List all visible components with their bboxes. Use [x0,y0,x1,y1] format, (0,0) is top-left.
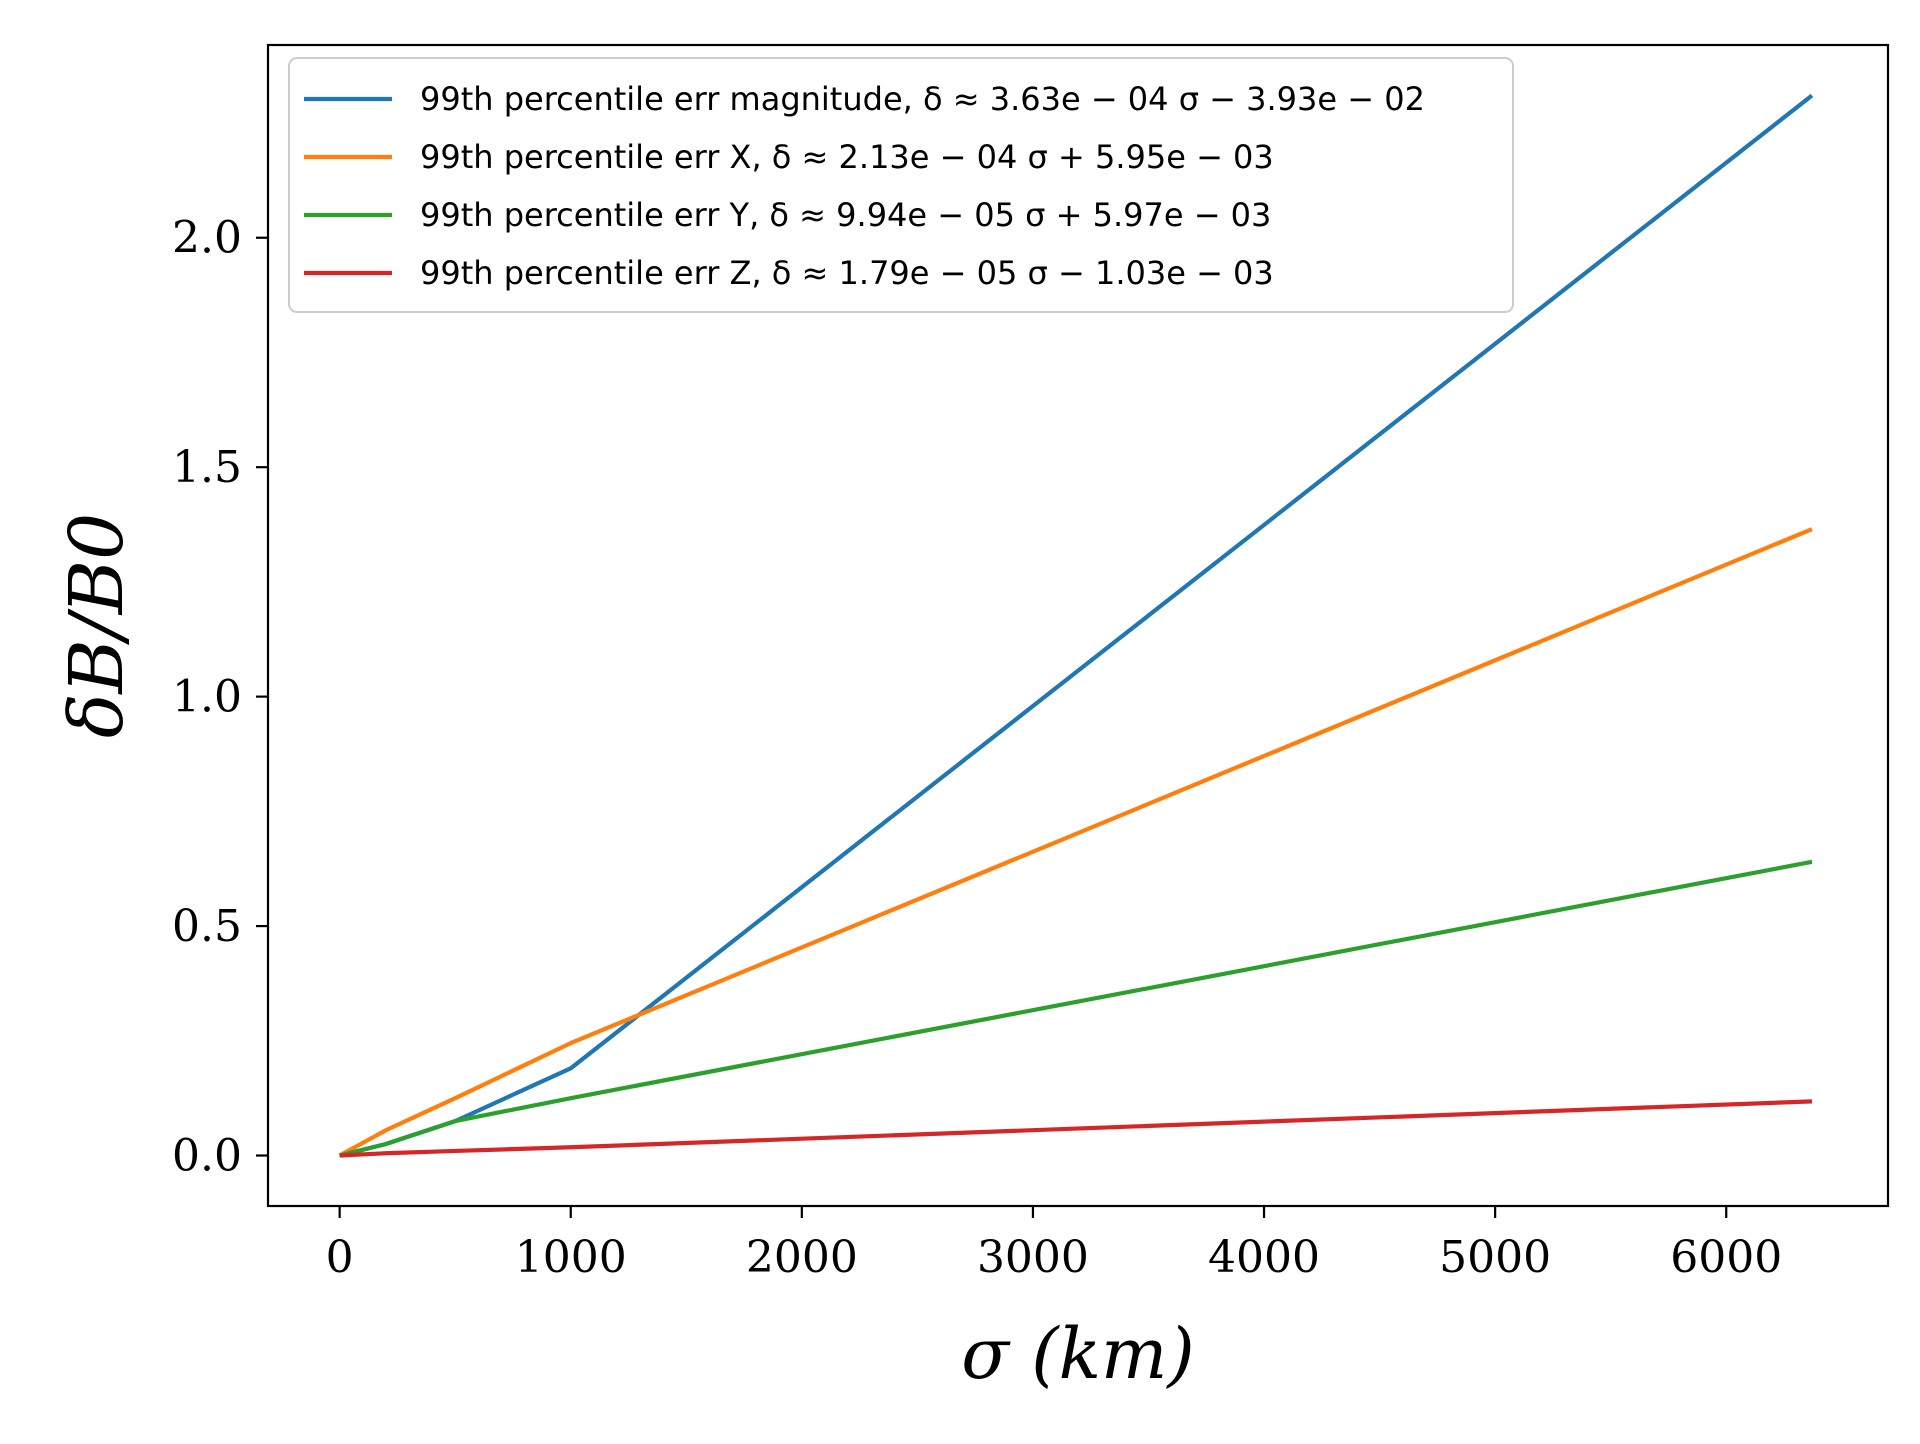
y-axis-label: δB/B0 [54,513,140,738]
x-tick-label: 5000 [1439,1232,1551,1283]
x-tick-label: 6000 [1670,1232,1782,1283]
x-tick-label: 0 [326,1232,354,1283]
plot-area [338,93,1814,1158]
legend-entry-3: 99th percentile err Z, δ ≈ 1.79e − 05 σ … [420,254,1274,292]
axes: 0 1000 2000 3000 4000 5000 6000 0.0 0.5 1.0 1.5 2.0 [172,43,1890,1283]
y-tick-label: 1.0 [172,672,242,723]
legend-box [288,57,1514,313]
series-line-1 [338,527,1813,1158]
legend-entry-1: 99th percentile err X, δ ≈ 2.13e − 04 σ … [420,138,1274,176]
x-tick-label: 1000 [515,1232,627,1283]
series-line-3 [339,1099,1813,1158]
legend: 99th percentile err magnitude, δ ≈ 3.63e… [288,57,1514,313]
axes-frame [266,43,1890,1208]
y-tick-label: 0.5 [172,901,242,952]
axis-labels: σ (km) δB/B0 [54,513,1195,1395]
y-tick-label: 1.5 [172,442,242,493]
y-tick-label: 0.0 [172,1131,242,1182]
legend-entry-2: 99th percentile err Y, δ ≈ 9.94e − 05 σ … [420,196,1271,234]
x-tick-label: 2000 [746,1232,858,1283]
x-tick-label: 4000 [1208,1232,1320,1283]
x-tick-label: 3000 [977,1232,1089,1283]
y-tick-label: 2.0 [172,213,242,264]
series-line-2 [339,859,1813,1158]
legend-entry-0: 99th percentile err magnitude, δ ≈ 3.63e… [420,80,1425,118]
x-axis-label: σ (km) [961,1313,1194,1395]
